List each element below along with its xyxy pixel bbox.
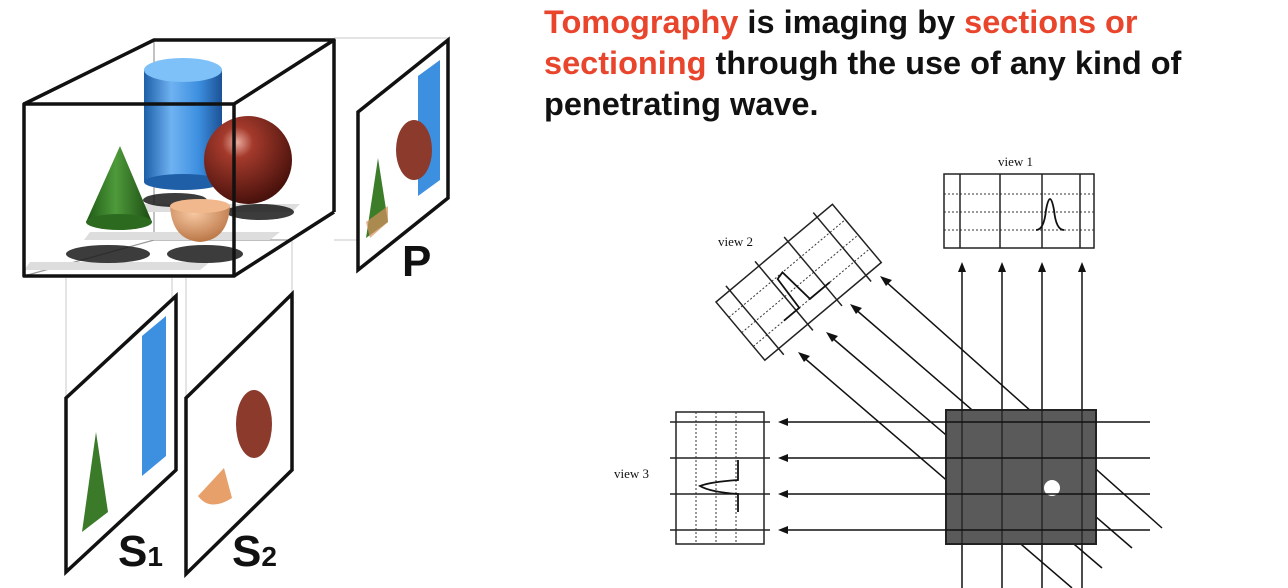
view1-label: view 1	[998, 154, 1033, 169]
object-shadows	[66, 193, 294, 263]
view2-grid	[714, 203, 883, 362]
scanned-object	[945, 409, 1097, 545]
heading-keyword-tomography: Tomography	[544, 4, 739, 40]
view3-label: view 3	[614, 466, 649, 481]
view1-grid	[943, 173, 1095, 249]
view2-label: view 2	[718, 234, 753, 249]
heading-keyword-sections: sections or sectioning	[544, 4, 1138, 81]
projection-panel-s1	[64, 291, 178, 577]
tomography-views-diagram: view 1 view 2	[614, 154, 1163, 588]
heading-part-4: through the use of any kind of penetrati…	[544, 45, 1182, 122]
projection-panel-s2	[184, 289, 294, 579]
view3-rays	[778, 418, 1150, 534]
view3-grid	[670, 411, 770, 545]
heading-text: Tomography is imaging by sections or sec…	[544, 2, 1274, 125]
projection-panel-p	[356, 36, 450, 274]
label-s1: S1	[118, 527, 163, 576]
cone-shape	[86, 146, 152, 230]
label-s2: S2	[232, 527, 277, 576]
label-p: P	[402, 237, 431, 286]
box-frame	[22, 38, 336, 278]
sphere-shape	[204, 116, 292, 204]
projection-diagram: P S1 S2	[22, 36, 450, 579]
hemisphere-shape	[170, 199, 230, 242]
rays-through-object	[961, 410, 1083, 544]
heading-part-2: is imaging by	[738, 4, 965, 40]
